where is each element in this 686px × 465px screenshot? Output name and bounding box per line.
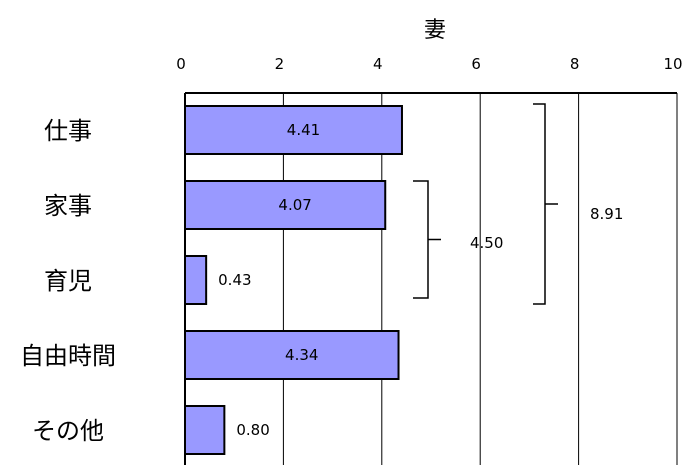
value-label: 4.34 [285, 346, 318, 364]
value-labels: 4.41 4.07 0.43 4.34 0.80 [218, 121, 320, 439]
x-tick-label: 8 [570, 55, 580, 73]
bracket-label: 4.50 [470, 234, 503, 252]
bars [184, 105, 403, 455]
bracket-label: 8.91 [590, 205, 623, 223]
category-label: 育児 [44, 267, 92, 295]
bar [184, 255, 208, 305]
category-label: 仕事 [44, 117, 92, 145]
x-axis-ticks: 0 2 4 6 8 10 [176, 55, 682, 73]
x-tick-label: 4 [373, 55, 383, 73]
chart-title: 妻 [424, 18, 446, 43]
value-label: 4.07 [278, 196, 311, 214]
value-label: 0.43 [218, 271, 251, 289]
x-tick-label: 2 [275, 55, 285, 73]
category-label: その他 [32, 417, 104, 445]
bar [184, 180, 387, 230]
value-label: 4.41 [287, 121, 320, 139]
value-label: 0.80 [236, 421, 269, 439]
bar [184, 405, 226, 455]
bar [184, 105, 403, 155]
category-label: 家事 [44, 192, 92, 220]
bracket [413, 180, 441, 299]
x-tick-label: 10 [663, 55, 682, 73]
x-tick-label: 0 [176, 55, 186, 73]
category-label: 自由時間 [20, 342, 116, 370]
x-tick-label: 6 [471, 55, 481, 73]
bracket [533, 103, 558, 305]
brackets: 4.50 8.91 [413, 103, 623, 305]
